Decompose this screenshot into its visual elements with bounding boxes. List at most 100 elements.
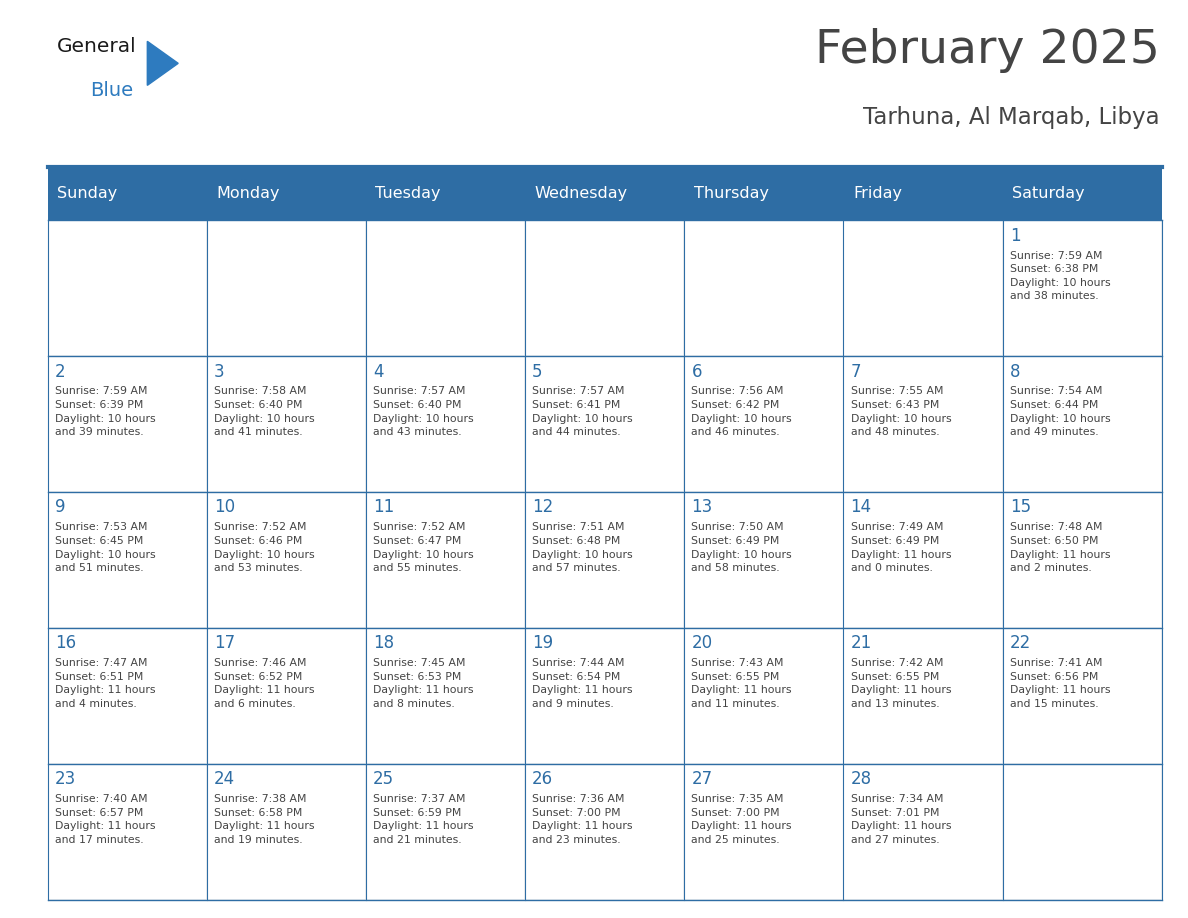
Text: 24: 24 (214, 770, 235, 789)
Bar (526, 765, 683, 899)
Text: 19: 19 (532, 634, 554, 653)
Text: Thursday: Thursday (694, 186, 769, 201)
Bar (49, 629, 206, 763)
Text: 25: 25 (373, 770, 394, 789)
Text: 15: 15 (1010, 498, 1031, 517)
Text: Sunrise: 7:52 AM
Sunset: 6:47 PM
Daylight: 10 hours
and 55 minutes.: Sunrise: 7:52 AM Sunset: 6:47 PM Dayligh… (373, 522, 474, 573)
Text: Sunrise: 7:43 AM
Sunset: 6:55 PM
Daylight: 11 hours
and 11 minutes.: Sunrise: 7:43 AM Sunset: 6:55 PM Dayligh… (691, 658, 792, 709)
Bar (49, 221, 206, 355)
Bar (48, 628, 1162, 764)
Bar (526, 357, 683, 491)
Text: 23: 23 (55, 770, 76, 789)
Bar (685, 765, 842, 899)
Text: 7: 7 (851, 363, 861, 381)
Text: Sunrise: 7:58 AM
Sunset: 6:40 PM
Daylight: 10 hours
and 41 minutes.: Sunrise: 7:58 AM Sunset: 6:40 PM Dayligh… (214, 386, 315, 437)
Text: Sunrise: 7:36 AM
Sunset: 7:00 PM
Daylight: 11 hours
and 23 minutes.: Sunrise: 7:36 AM Sunset: 7:00 PM Dayligh… (532, 794, 633, 845)
Text: Sunrise: 7:45 AM
Sunset: 6:53 PM
Daylight: 11 hours
and 8 minutes.: Sunrise: 7:45 AM Sunset: 6:53 PM Dayligh… (373, 658, 474, 709)
Bar (1004, 357, 1161, 491)
Text: 6: 6 (691, 363, 702, 381)
Polygon shape (147, 41, 178, 85)
Text: Sunrise: 7:42 AM
Sunset: 6:55 PM
Daylight: 11 hours
and 13 minutes.: Sunrise: 7:42 AM Sunset: 6:55 PM Dayligh… (851, 658, 952, 709)
Text: Sunrise: 7:37 AM
Sunset: 6:59 PM
Daylight: 11 hours
and 21 minutes.: Sunrise: 7:37 AM Sunset: 6:59 PM Dayligh… (373, 794, 474, 845)
Text: Sunday: Sunday (57, 186, 118, 201)
Bar (208, 765, 365, 899)
Text: Sunrise: 7:57 AM
Sunset: 6:40 PM
Daylight: 10 hours
and 43 minutes.: Sunrise: 7:57 AM Sunset: 6:40 PM Dayligh… (373, 386, 474, 437)
Text: 13: 13 (691, 498, 713, 517)
Text: Tuesday: Tuesday (375, 186, 441, 201)
Text: 16: 16 (55, 634, 76, 653)
Text: Sunrise: 7:35 AM
Sunset: 7:00 PM
Daylight: 11 hours
and 25 minutes.: Sunrise: 7:35 AM Sunset: 7:00 PM Dayligh… (691, 794, 792, 845)
Bar (48, 220, 1162, 356)
Text: Monday: Monday (216, 186, 279, 201)
Bar (208, 221, 365, 355)
Text: Saturday: Saturday (1012, 186, 1085, 201)
Text: 5: 5 (532, 363, 543, 381)
Text: 3: 3 (214, 363, 225, 381)
Text: 4: 4 (373, 363, 384, 381)
Text: 26: 26 (532, 770, 554, 789)
Bar (49, 493, 206, 627)
Text: Friday: Friday (853, 186, 902, 201)
Bar (526, 629, 683, 763)
Bar (1004, 629, 1161, 763)
Text: Sunrise: 7:48 AM
Sunset: 6:50 PM
Daylight: 11 hours
and 2 minutes.: Sunrise: 7:48 AM Sunset: 6:50 PM Dayligh… (1010, 522, 1111, 573)
Text: 18: 18 (373, 634, 394, 653)
Text: 11: 11 (373, 498, 394, 517)
Bar (48, 764, 1162, 900)
Text: 28: 28 (851, 770, 872, 789)
Bar (845, 765, 1001, 899)
Text: Sunrise: 7:54 AM
Sunset: 6:44 PM
Daylight: 10 hours
and 49 minutes.: Sunrise: 7:54 AM Sunset: 6:44 PM Dayligh… (1010, 386, 1111, 437)
Bar (208, 629, 365, 763)
Bar (367, 221, 524, 355)
Text: Sunrise: 7:56 AM
Sunset: 6:42 PM
Daylight: 10 hours
and 46 minutes.: Sunrise: 7:56 AM Sunset: 6:42 PM Dayligh… (691, 386, 792, 437)
Text: Sunrise: 7:46 AM
Sunset: 6:52 PM
Daylight: 11 hours
and 6 minutes.: Sunrise: 7:46 AM Sunset: 6:52 PM Dayligh… (214, 658, 315, 709)
Text: Sunrise: 7:53 AM
Sunset: 6:45 PM
Daylight: 10 hours
and 51 minutes.: Sunrise: 7:53 AM Sunset: 6:45 PM Dayligh… (55, 522, 156, 573)
Bar (48, 167, 1162, 220)
Text: Sunrise: 7:44 AM
Sunset: 6:54 PM
Daylight: 11 hours
and 9 minutes.: Sunrise: 7:44 AM Sunset: 6:54 PM Dayligh… (532, 658, 633, 709)
Text: 10: 10 (214, 498, 235, 517)
Bar (526, 221, 683, 355)
Bar (367, 357, 524, 491)
Text: Sunrise: 7:34 AM
Sunset: 7:01 PM
Daylight: 11 hours
and 27 minutes.: Sunrise: 7:34 AM Sunset: 7:01 PM Dayligh… (851, 794, 952, 845)
Text: 1: 1 (1010, 227, 1020, 245)
Bar (526, 493, 683, 627)
Text: 2: 2 (55, 363, 65, 381)
Text: Tarhuna, Al Marqab, Libya: Tarhuna, Al Marqab, Libya (862, 106, 1159, 129)
Bar (367, 629, 524, 763)
Bar (208, 357, 365, 491)
Bar (1004, 221, 1161, 355)
Text: 22: 22 (1010, 634, 1031, 653)
Text: 14: 14 (851, 498, 872, 517)
Bar (845, 493, 1001, 627)
Text: Sunrise: 7:47 AM
Sunset: 6:51 PM
Daylight: 11 hours
and 4 minutes.: Sunrise: 7:47 AM Sunset: 6:51 PM Dayligh… (55, 658, 156, 709)
Text: Sunrise: 7:52 AM
Sunset: 6:46 PM
Daylight: 10 hours
and 53 minutes.: Sunrise: 7:52 AM Sunset: 6:46 PM Dayligh… (214, 522, 315, 573)
Text: 27: 27 (691, 770, 713, 789)
Text: 9: 9 (55, 498, 65, 517)
Text: February 2025: February 2025 (815, 28, 1159, 73)
Text: Sunrise: 7:59 AM
Sunset: 6:39 PM
Daylight: 10 hours
and 39 minutes.: Sunrise: 7:59 AM Sunset: 6:39 PM Dayligh… (55, 386, 156, 437)
Bar (48, 492, 1162, 628)
Text: Wednesday: Wednesday (535, 186, 627, 201)
Text: Sunrise: 7:50 AM
Sunset: 6:49 PM
Daylight: 10 hours
and 58 minutes.: Sunrise: 7:50 AM Sunset: 6:49 PM Dayligh… (691, 522, 792, 573)
Text: 12: 12 (532, 498, 554, 517)
Bar (685, 357, 842, 491)
Bar (48, 356, 1162, 492)
Text: 21: 21 (851, 634, 872, 653)
Bar (685, 221, 842, 355)
Bar (1004, 765, 1161, 899)
Text: Sunrise: 7:51 AM
Sunset: 6:48 PM
Daylight: 10 hours
and 57 minutes.: Sunrise: 7:51 AM Sunset: 6:48 PM Dayligh… (532, 522, 633, 573)
Bar (208, 493, 365, 627)
Bar (367, 493, 524, 627)
Text: Sunrise: 7:40 AM
Sunset: 6:57 PM
Daylight: 11 hours
and 17 minutes.: Sunrise: 7:40 AM Sunset: 6:57 PM Dayligh… (55, 794, 156, 845)
Bar (367, 765, 524, 899)
Text: Sunrise: 7:41 AM
Sunset: 6:56 PM
Daylight: 11 hours
and 15 minutes.: Sunrise: 7:41 AM Sunset: 6:56 PM Dayligh… (1010, 658, 1111, 709)
Bar (1004, 493, 1161, 627)
Bar (685, 629, 842, 763)
Bar (49, 357, 206, 491)
Bar (685, 493, 842, 627)
Text: Sunrise: 7:57 AM
Sunset: 6:41 PM
Daylight: 10 hours
and 44 minutes.: Sunrise: 7:57 AM Sunset: 6:41 PM Dayligh… (532, 386, 633, 437)
Text: Blue: Blue (90, 81, 133, 100)
Text: 8: 8 (1010, 363, 1020, 381)
Bar (49, 765, 206, 899)
Bar (845, 221, 1001, 355)
